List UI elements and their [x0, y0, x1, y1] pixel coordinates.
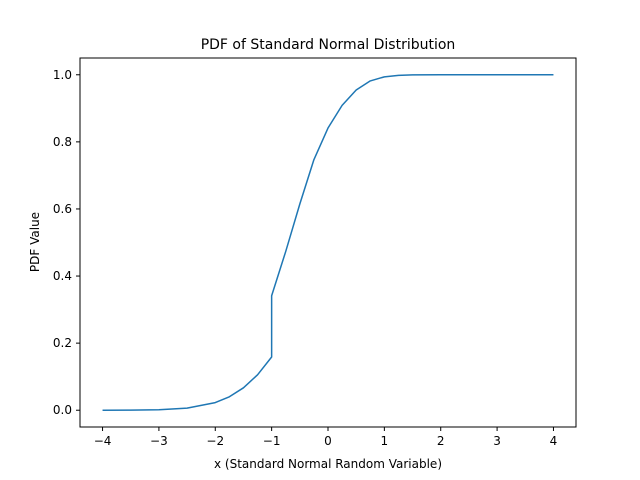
y-tick-label: 0.4 — [53, 269, 72, 283]
x-tick-label: 0 — [324, 434, 332, 448]
x-tick-label: −1 — [263, 434, 281, 448]
y-axis-label: PDF Value — [28, 212, 42, 272]
y-axis: 0.0 0.2 0.4 0.6 0.8 1.0 — [53, 68, 80, 417]
axes-frame — [79, 57, 577, 428]
x-tick-label: 3 — [493, 434, 501, 448]
x-tick-label: −3 — [150, 434, 168, 448]
x-tick-label: 2 — [437, 434, 445, 448]
y-tick-label: 1.0 — [53, 68, 72, 82]
y-tick-label: 0.8 — [53, 135, 72, 149]
y-tick-label: 0.0 — [53, 403, 72, 417]
x-tick-label: −4 — [94, 434, 112, 448]
chart-title: PDF of Standard Normal Distribution — [201, 37, 456, 53]
series-line-0 — [102, 74, 554, 411]
x-tick-label: −2 — [206, 434, 224, 448]
plot-area — [102, 74, 554, 411]
y-tick-label: 0.2 — [53, 336, 72, 350]
y-tick-label: 0.6 — [53, 202, 72, 216]
x-axis-label: x (Standard Normal Random Variable) — [214, 457, 442, 471]
x-axis: −4 −3 −2 −1 0 1 2 3 4 — [94, 427, 558, 448]
x-tick-label: 1 — [381, 434, 389, 448]
x-tick-label: 4 — [550, 434, 558, 448]
